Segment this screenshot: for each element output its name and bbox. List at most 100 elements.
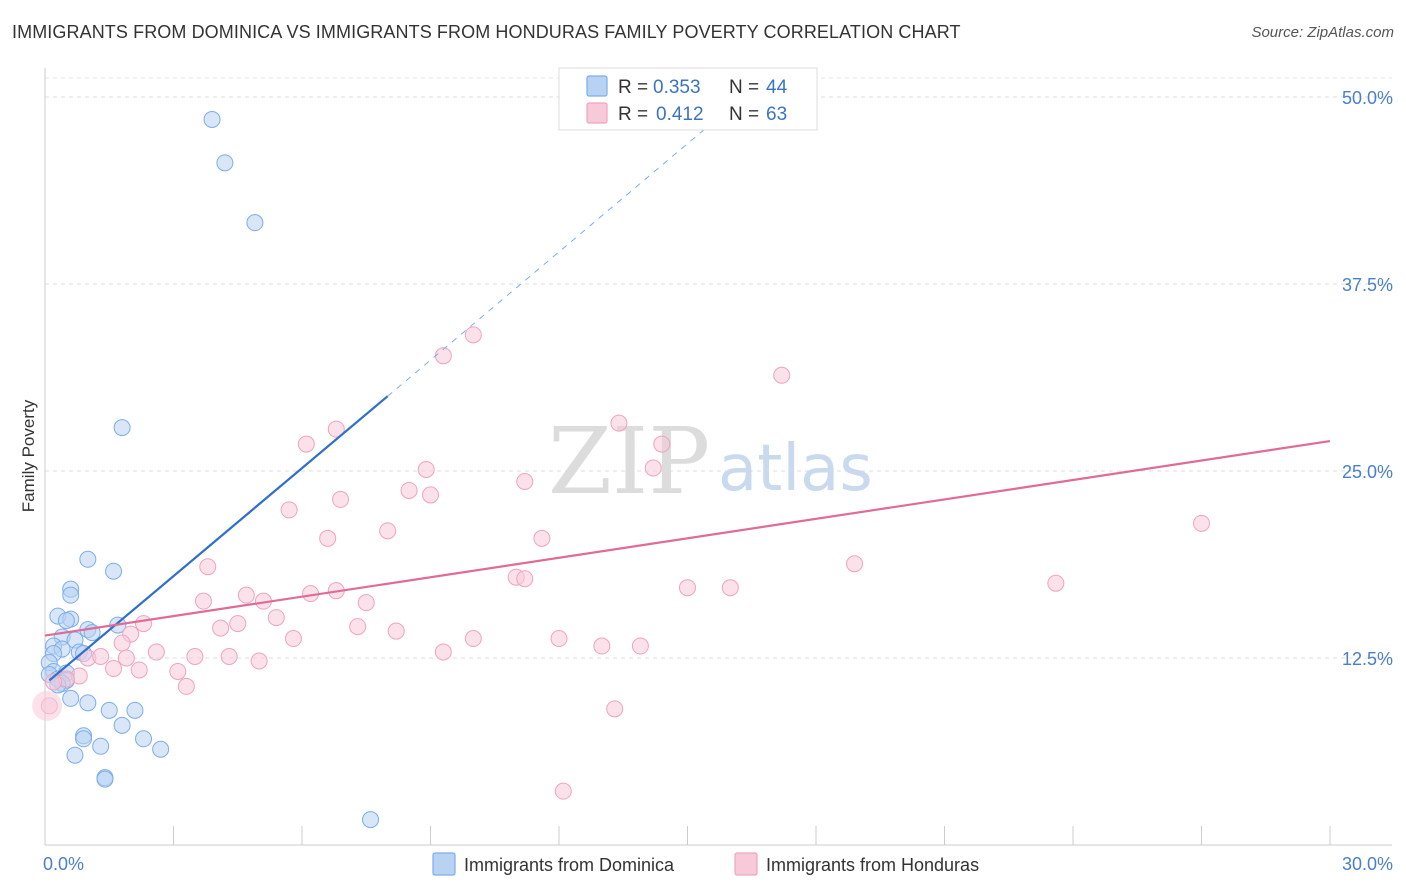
point-honduras-17 <box>533 529 551 547</box>
point-dominica-30 <box>79 694 97 712</box>
legend-r-value-dominica: 0.353 <box>653 77 701 98</box>
point-dominica-31 <box>100 701 118 719</box>
trend-lines <box>44 89 1331 682</box>
point-honduras-57 <box>45 673 63 691</box>
point-dominica-10 <box>57 612 75 630</box>
point-honduras-45 <box>434 643 452 661</box>
x-axis-ticks <box>44 826 1331 845</box>
watermark: ZIP atlas <box>548 408 873 515</box>
point-honduras-0 <box>464 326 482 344</box>
point-dominica-0 <box>203 110 221 128</box>
trend-line-dominica <box>48 395 389 682</box>
watermark-atlas: atlas <box>718 432 873 506</box>
point-honduras-36 <box>387 622 405 640</box>
y-tick-label-2: 37.5% <box>1342 275 1393 295</box>
y-axis-label: Family Poverty <box>19 399 38 512</box>
point-honduras-6 <box>653 435 671 453</box>
series-dominica-points <box>40 110 380 829</box>
point-honduras-7 <box>417 461 435 479</box>
point-honduras-42 <box>593 637 611 655</box>
point-dominica-36 <box>135 730 153 748</box>
series-legend-swatch-honduras <box>734 852 758 876</box>
point-dominica-41 <box>96 770 114 788</box>
source-label: Source: ZipAtlas.com <box>1251 24 1394 41</box>
legend-r-value-honduras: 0.412 <box>656 104 704 125</box>
point-honduras-61 <box>554 782 572 800</box>
legend-n-value-honduras: 63 <box>766 104 787 125</box>
point-dominica-3 <box>113 419 131 437</box>
point-dominica-32 <box>126 701 144 719</box>
point-honduras-3 <box>610 414 628 432</box>
stats-legend: R = 0.353 N = 44 R = 0.412 N = 63 <box>558 67 818 131</box>
series-honduras-points <box>32 326 1210 800</box>
point-honduras-43 <box>631 637 649 655</box>
y-tick-label-1: 25.0% <box>1342 462 1393 482</box>
point-honduras-28 <box>194 592 212 610</box>
point-honduras-39 <box>550 630 568 648</box>
point-honduras-13 <box>280 501 298 519</box>
point-honduras-60 <box>606 700 624 718</box>
point-honduras-19 <box>846 555 864 573</box>
point-honduras-41 <box>113 634 131 652</box>
point-honduras-9 <box>516 472 534 490</box>
legend-swatch-dominica <box>586 75 608 97</box>
point-honduras-22 <box>1047 574 1065 592</box>
point-honduras-53 <box>130 661 148 679</box>
point-honduras-30 <box>357 594 375 612</box>
point-honduras-4 <box>327 420 345 438</box>
point-honduras-23 <box>679 579 696 597</box>
point-dominica-4 <box>79 550 97 568</box>
point-honduras-2 <box>773 366 791 384</box>
point-honduras-51 <box>250 652 268 670</box>
point-honduras-50 <box>117 649 135 667</box>
legend-n-label-honduras: N = <box>729 104 759 125</box>
point-honduras-31 <box>267 609 285 627</box>
point-honduras-16 <box>319 529 337 547</box>
point-honduras-27 <box>237 586 255 604</box>
y-tick-labels: 12.5% 25.0% 37.5% 50.0% <box>1342 88 1393 669</box>
point-honduras-34 <box>212 619 230 637</box>
point-honduras-32 <box>135 615 153 633</box>
series-legend-swatch-dominica <box>432 852 456 876</box>
point-honduras-38 <box>464 630 482 648</box>
point-dominica-5 <box>105 562 123 580</box>
x-tick-label-1: 30.0% <box>1342 854 1393 874</box>
point-honduras-1 <box>434 347 452 365</box>
point-honduras-44 <box>147 643 165 661</box>
point-honduras-46 <box>186 648 204 666</box>
trend-line-dominica-extension <box>387 89 753 397</box>
x-tick-labels: 0.0% 30.0% <box>43 854 1393 874</box>
point-dominica-29 <box>62 689 80 707</box>
point-honduras-21 <box>516 570 534 588</box>
legend-n-label-dominica: N = <box>729 77 759 98</box>
point-honduras-14 <box>1193 514 1210 532</box>
series-legend-label-honduras: Immigrants from Honduras <box>766 855 979 875</box>
watermark-zip: ZIP <box>548 408 710 515</box>
point-honduras-49 <box>92 648 110 666</box>
point-honduras-33 <box>229 615 247 633</box>
series-legend: Immigrants from Dominica Immigrants from… <box>432 852 979 876</box>
point-honduras-large <box>32 690 63 721</box>
grid-lines <box>45 77 1392 659</box>
point-honduras-58 <box>177 677 195 695</box>
point-honduras-47 <box>220 648 238 666</box>
point-honduras-12 <box>332 490 350 508</box>
point-honduras-35 <box>349 618 367 636</box>
point-dominica-42 <box>362 811 380 829</box>
legend-n-value-dominica: 44 <box>766 77 788 98</box>
point-dominica-1 <box>216 154 234 172</box>
trend-line-honduras <box>44 439 1331 637</box>
point-honduras-40 <box>284 630 302 648</box>
point-dominica-7 <box>62 586 80 604</box>
point-honduras-8 <box>644 459 662 477</box>
legend-r-label-honduras: R = <box>618 104 648 125</box>
point-honduras-24 <box>721 579 739 597</box>
point-dominica-35 <box>75 730 93 748</box>
point-dominica-33 <box>113 716 131 734</box>
point-honduras-18 <box>199 558 217 576</box>
point-honduras-11 <box>422 486 439 504</box>
point-dominica-2 <box>246 214 264 232</box>
series-legend-label-dominica: Immigrants from Dominica <box>464 855 675 875</box>
point-honduras-54 <box>169 662 187 680</box>
